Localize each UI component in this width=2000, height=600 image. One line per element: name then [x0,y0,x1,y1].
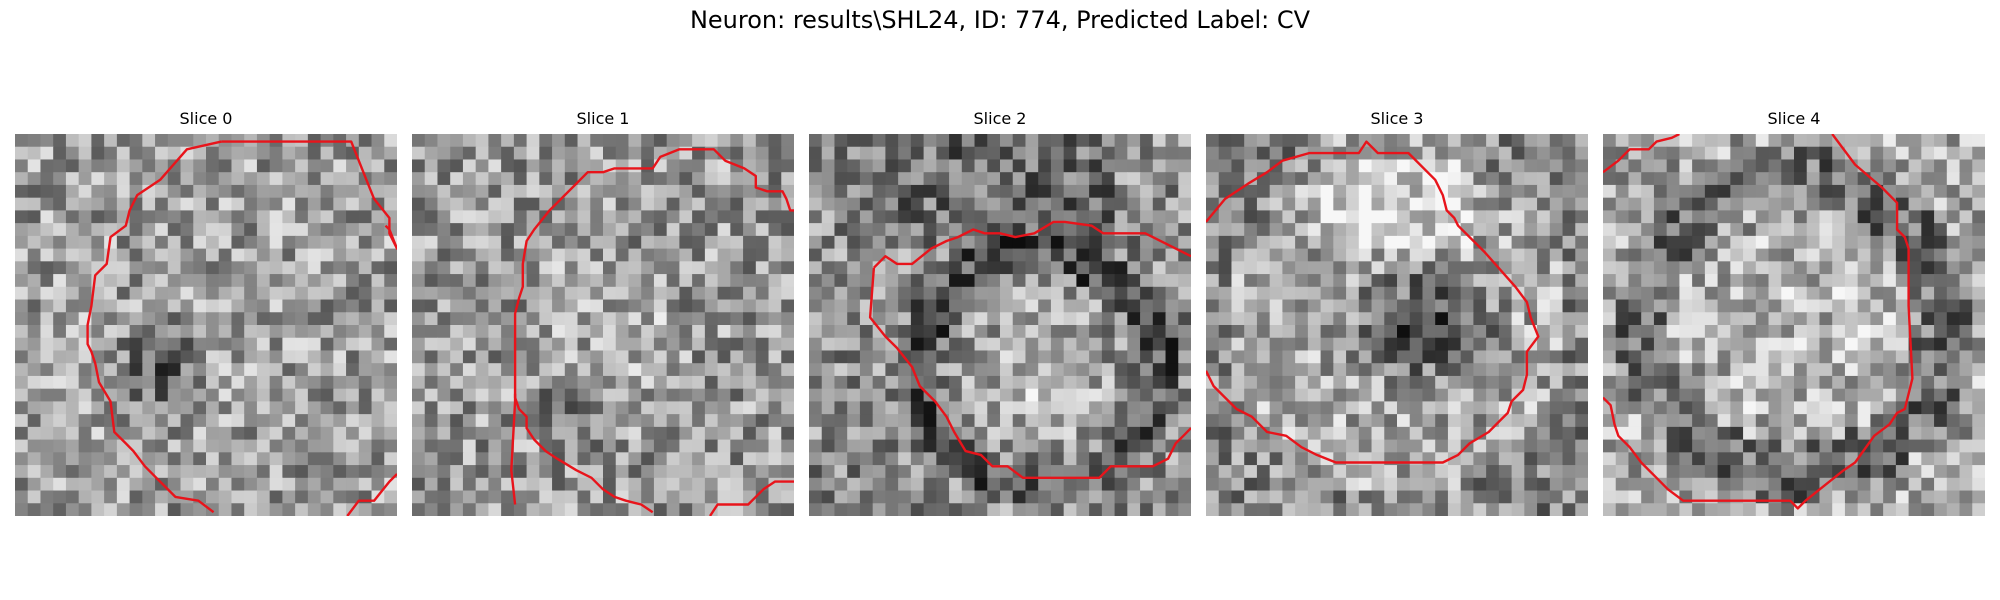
neuron-contour-line [1603,134,1680,174]
slice-title: Slice 4 [1767,109,1821,128]
slice-panel-4: Slice 4 [1603,108,1985,516]
slice-panel-2: Slice 2 [809,108,1191,516]
neuron-contour-line [1603,134,1914,510]
slice-panel-0: Slice 0 [15,108,397,516]
slice-image [15,134,397,516]
grayscale-pixels [1206,134,1588,516]
neuron-contour-line [86,140,222,514]
grayscale-pixels [412,134,794,516]
neuron-contour-line [346,473,397,516]
slice-title: Slice 2 [973,109,1027,128]
neuron-contour-line [510,148,794,505]
slice-image [412,134,794,516]
neuron-contour-line [708,480,794,516]
neuron-contour-line [1206,140,1540,464]
neuron-contour-line [221,140,397,250]
neuron-contour-line [868,267,1191,479]
grayscale-pixels [1603,134,1985,516]
slice-image [1206,134,1588,516]
grayscale-pixels [809,134,1191,516]
slice-panel-1: Slice 1 [412,108,794,516]
slice-panel-3: Slice 3 [1206,108,1588,516]
slice-title: Slice 0 [179,109,233,128]
grayscale-pixels [15,134,397,516]
slice-title: Slice 3 [1370,109,1424,128]
slice-image [1603,134,1985,516]
figure-title: Neuron: results\SHL24, ID: 774, Predicte… [689,6,1311,34]
neuron-contour-line [513,393,654,514]
slice-title: Slice 1 [576,109,630,128]
neuron-contour-line [873,220,1191,269]
slice-image [809,134,1191,516]
